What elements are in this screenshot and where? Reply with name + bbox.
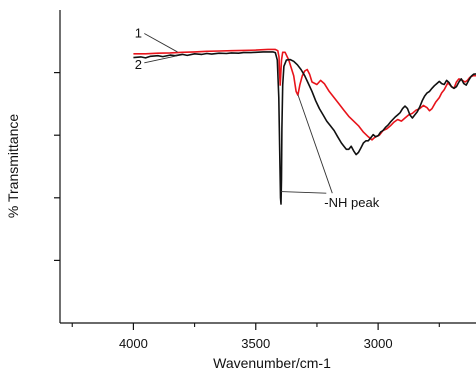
y-axis-title: % Transmittance	[5, 114, 21, 218]
leader-line-nh-peak-0	[280, 191, 327, 194]
leader-line-label-1-0	[144, 33, 178, 53]
series-line-2	[133, 51, 476, 205]
x-tick-label-3500: 3500	[241, 336, 270, 351]
annotation-label-1: 1	[135, 26, 142, 41]
leader-line-label-2-0	[144, 55, 178, 64]
annotation-nh-peak: -NH peak	[324, 195, 379, 210]
x-axis-title: Wavenumber/cm-1	[213, 355, 331, 371]
leader-line-nh-peak-1	[297, 94, 333, 194]
annotation-label-2: 2	[135, 57, 142, 72]
series-line-1	[133, 48, 476, 141]
axes-layer: 4000 3500 3000	[54, 10, 476, 351]
x-tick-label-4000: 4000	[119, 336, 148, 351]
x-tick-label-3000: 3000	[364, 336, 393, 351]
series-layer	[133, 48, 476, 205]
annotation-layer: 1 2 -NH peak	[135, 26, 380, 211]
